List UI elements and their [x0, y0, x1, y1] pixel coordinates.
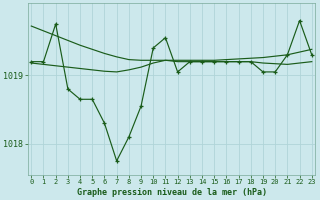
X-axis label: Graphe pression niveau de la mer (hPa): Graphe pression niveau de la mer (hPa) [76, 188, 267, 197]
